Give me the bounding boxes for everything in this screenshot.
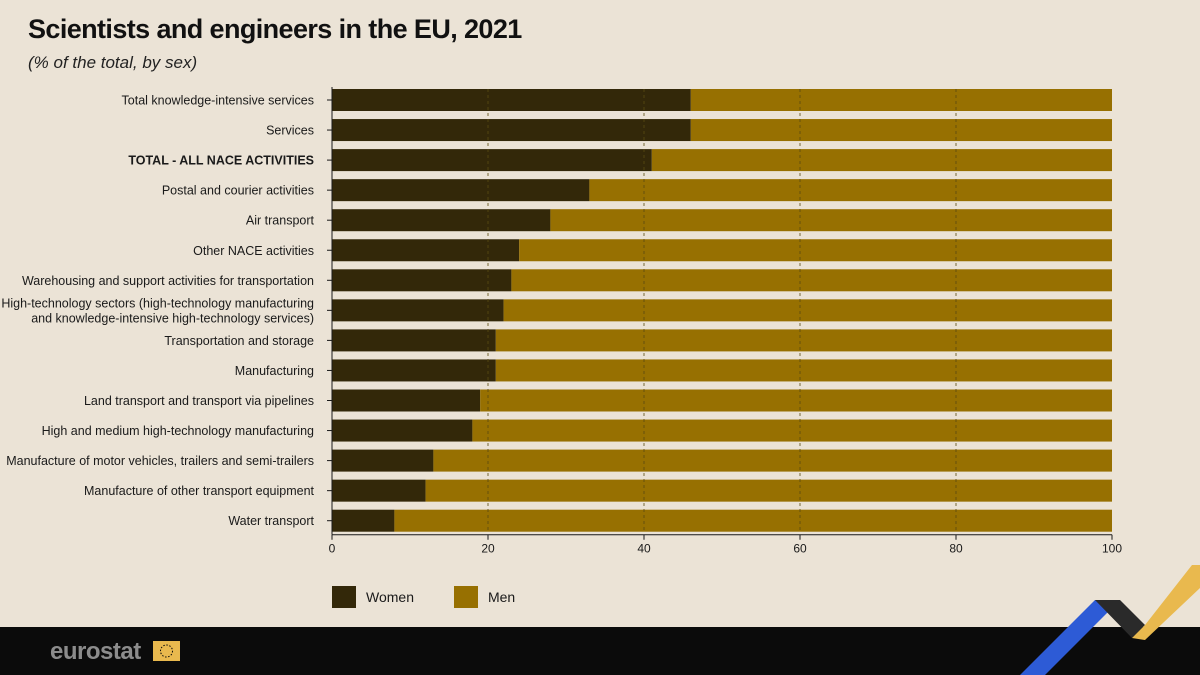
category-label: Warehousing and support activities for t… (22, 274, 314, 288)
x-tick-label: 40 (637, 542, 651, 556)
bar-men-6 (511, 269, 1112, 292)
legend-item-women: Women (332, 586, 414, 608)
x-tick-label: 80 (949, 542, 963, 556)
x-tick-label: 0 (329, 542, 336, 556)
category-label: Manufacturing (235, 364, 314, 378)
category-label: Air transport (246, 214, 315, 228)
chart-title: Scientists and engineers in the EU, 2021 (28, 14, 522, 44)
eu-flag-icon (153, 641, 180, 661)
eurostat-logo: eurostat (50, 638, 141, 665)
category-label: High-technology sectors (high-technology… (1, 296, 314, 325)
bar-men-7 (503, 299, 1113, 322)
bar-men-9 (495, 359, 1112, 382)
legend-swatch-women (332, 586, 356, 608)
bar-men-3 (589, 179, 1112, 202)
category-label: Manufacture of other transport equipment (84, 484, 315, 498)
bar-women-2 (332, 149, 652, 172)
bar-women-3 (332, 179, 590, 202)
bar-men-0 (690, 89, 1112, 111)
legend-item-men: Men (453, 586, 516, 608)
chart-subtitle: (% of the total, by sex) (28, 53, 198, 72)
bar-women-11 (332, 419, 473, 442)
legend-label-women: Women (366, 589, 414, 605)
bar-men-12 (433, 449, 1112, 472)
category-label: High and medium high-technology manufact… (42, 424, 314, 438)
bar-women-4 (332, 209, 551, 232)
decorative-zigzag-icon (1020, 565, 1200, 675)
bar-women-7 (332, 299, 504, 322)
category-label: Water transport (228, 514, 314, 528)
legend-swatch-men (453, 586, 478, 608)
bar-women-0 (332, 89, 691, 111)
bar-men-14 (394, 509, 1112, 532)
bar-women-12 (332, 449, 434, 472)
category-label: Manufacture of motor vehicles, trailers … (6, 454, 314, 468)
bar-women-14 (332, 509, 395, 532)
footer-bar (0, 627, 1200, 675)
category-label: Land transport and transport via pipelin… (84, 394, 314, 408)
bar-women-13 (332, 479, 426, 502)
bar-women-6 (332, 269, 512, 292)
bar-men-13 (425, 479, 1113, 502)
bar-men-2 (651, 149, 1112, 172)
bar-men-10 (480, 389, 1112, 412)
category-label: Other NACE activities (193, 244, 314, 258)
bar-women-5 (332, 239, 520, 262)
legend-label-men: Men (487, 589, 516, 605)
category-label: Transportation and storage (164, 334, 314, 348)
bar-women-10 (332, 389, 481, 412)
bar-men-8 (495, 329, 1112, 352)
bar-men-5 (519, 239, 1112, 262)
bar-women-9 (332, 359, 496, 382)
category-label: TOTAL - ALL NACE ACTIVITIES (128, 154, 314, 168)
bar-men-11 (472, 419, 1112, 442)
x-tick-label: 100 (1102, 542, 1122, 556)
stacked-bar-chart: Total knowledge-intensive services Servic… (1, 87, 1122, 556)
x-tick-label: 60 (793, 542, 807, 556)
category-label: Total knowledge-intensive services (122, 94, 314, 108)
chart-legend: Women Men (332, 586, 515, 608)
category-label: Services (266, 124, 314, 138)
bar-men-1 (690, 119, 1112, 142)
category-label: Postal and courier activities (162, 184, 314, 198)
x-tick-label: 20 (481, 542, 495, 556)
bar-women-8 (332, 329, 496, 352)
bar-men-4 (550, 209, 1112, 232)
bar-women-1 (332, 119, 691, 142)
